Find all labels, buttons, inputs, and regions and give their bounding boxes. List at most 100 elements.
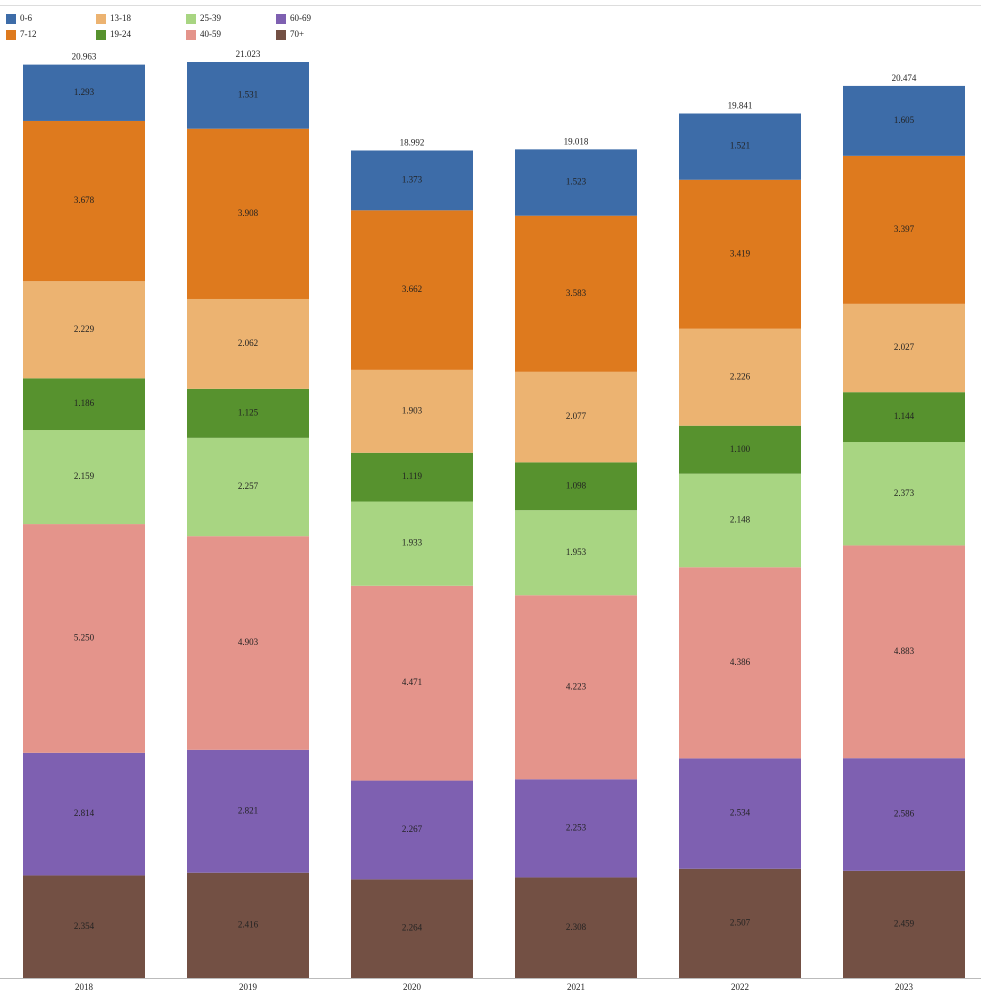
legend-swatch xyxy=(96,14,106,24)
bar-segment xyxy=(187,437,309,537)
data-label: 1.098 xyxy=(566,480,587,490)
data-label: 2.264 xyxy=(402,923,423,933)
data-label: 2.586 xyxy=(894,809,915,819)
data-label: 1.953 xyxy=(566,547,587,557)
bar-segment xyxy=(515,510,637,596)
data-label: 2.416 xyxy=(238,919,259,929)
bar-segment xyxy=(187,749,309,873)
bar-segment xyxy=(679,868,801,978)
bar-segment xyxy=(515,462,637,511)
bar-segment xyxy=(187,872,309,978)
bar-segment xyxy=(679,567,801,759)
bar-segment xyxy=(351,780,473,880)
total-label: 20.963 xyxy=(72,52,97,62)
data-label: 1.523 xyxy=(566,177,587,187)
legend-label: 13-18 xyxy=(110,13,131,23)
legend-label: 70+ xyxy=(290,29,304,39)
data-label: 3.662 xyxy=(402,284,422,294)
bar-segment xyxy=(23,430,145,525)
data-label: 4.883 xyxy=(894,646,915,656)
data-label: 2.229 xyxy=(74,324,95,334)
bar-segment xyxy=(679,179,801,329)
legend-label: 19-24 xyxy=(110,29,131,39)
data-label: 3.678 xyxy=(74,195,95,205)
bar-segment xyxy=(23,875,145,978)
data-label: 1.186 xyxy=(74,398,95,408)
bar-segment xyxy=(187,298,309,389)
data-label: 2.814 xyxy=(74,808,95,818)
legend-swatch xyxy=(276,30,286,40)
data-label: 3.908 xyxy=(238,208,259,218)
data-label: 1.119 xyxy=(402,471,422,481)
data-label: 2.507 xyxy=(730,917,751,927)
bar-segment xyxy=(187,128,309,299)
bar-segment xyxy=(679,113,801,180)
legend-swatch xyxy=(186,14,196,24)
data-label: 1.293 xyxy=(74,87,95,97)
legend-label: 0-6 xyxy=(20,13,32,23)
bar-segment xyxy=(515,371,637,463)
x-tick-label: 2018 xyxy=(75,982,94,992)
bar-segment xyxy=(843,442,965,546)
bar-segment xyxy=(351,150,473,211)
x-tick-label: 2020 xyxy=(403,982,422,992)
data-label: 1.100 xyxy=(730,444,751,454)
data-label: 2.821 xyxy=(238,805,258,815)
total-label: 19.018 xyxy=(564,136,589,146)
data-label: 1.903 xyxy=(402,405,423,415)
data-label: 1.144 xyxy=(894,411,915,421)
data-label: 3.397 xyxy=(894,224,915,234)
data-label: 4.223 xyxy=(566,681,587,691)
bar-segment xyxy=(843,545,965,759)
total-label: 19.841 xyxy=(728,101,753,111)
bar-segment xyxy=(23,378,145,431)
bar-segment xyxy=(351,452,473,502)
bar-segment xyxy=(23,64,145,121)
bar-segment xyxy=(679,473,801,568)
legend-label: 7-12 xyxy=(20,29,37,39)
data-label: 5.250 xyxy=(74,633,95,643)
data-label: 1.125 xyxy=(238,407,259,417)
x-tick-label: 2021 xyxy=(567,982,585,992)
data-label: 2.308 xyxy=(566,922,587,932)
bar-segment xyxy=(843,85,965,156)
bar-segment xyxy=(515,877,637,978)
data-label: 2.077 xyxy=(566,411,587,421)
data-label: 4.903 xyxy=(238,637,259,647)
bar-segment xyxy=(843,870,965,978)
data-label: 1.373 xyxy=(402,174,423,184)
legend-swatch xyxy=(186,30,196,40)
bar-segment xyxy=(23,752,145,876)
bar-segment xyxy=(351,501,473,586)
data-label: 2.459 xyxy=(894,918,915,928)
total-label: 21.023 xyxy=(236,49,261,59)
data-label: 2.534 xyxy=(730,808,751,818)
bar-segment xyxy=(351,585,473,781)
data-label: 2.148 xyxy=(730,515,751,525)
bar-segment xyxy=(23,524,145,753)
x-tick-label: 2019 xyxy=(239,982,258,992)
data-label: 2.062 xyxy=(238,338,258,348)
bar-segment xyxy=(351,369,473,453)
data-label: 2.027 xyxy=(894,342,915,352)
data-label: 1.933 xyxy=(402,538,423,548)
bar-segment xyxy=(843,303,965,393)
bar-segment xyxy=(23,120,145,282)
legend-swatch xyxy=(96,30,106,40)
bar-segment xyxy=(187,62,309,129)
bar-segment xyxy=(351,210,473,370)
bar-segment xyxy=(515,779,637,878)
data-label: 2.373 xyxy=(894,488,915,498)
bar-segment xyxy=(515,215,637,372)
data-label: 2.253 xyxy=(566,822,587,832)
data-label: 1.531 xyxy=(238,89,258,99)
bar-segment xyxy=(515,595,637,780)
legend-label: 40-59 xyxy=(200,29,221,39)
bar-segment xyxy=(187,388,309,438)
legend-label: 60-69 xyxy=(290,13,311,23)
data-label: 3.419 xyxy=(730,248,751,258)
x-tick-label: 2022 xyxy=(731,982,749,992)
total-label: 18.992 xyxy=(400,138,425,148)
data-label: 4.471 xyxy=(402,677,422,687)
